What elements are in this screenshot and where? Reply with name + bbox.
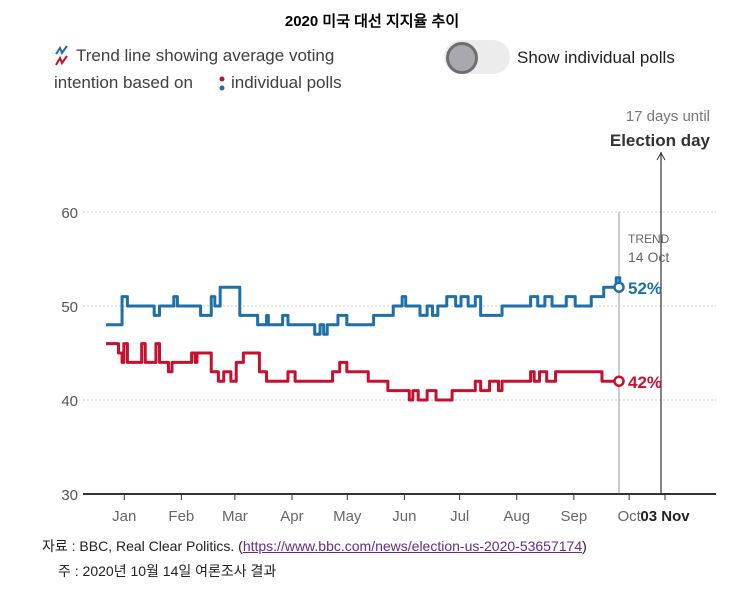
trend-date: 14 Oct [628,249,669,265]
footnote: 주 : 2020년 10월 14일 여론조사 결과 [58,563,277,579]
x-tick-label: Sep [560,508,587,525]
source-suffix: ) [582,538,587,554]
x-tick-label: Jul [450,508,469,525]
x-tick-label: Mar [222,508,248,525]
arrow-up-icon [656,151,666,161]
y-tick-label: 40 [61,393,78,410]
toggle-knob[interactable] [446,42,478,74]
y-tick-label: 30 [61,487,78,504]
end-point-marker [613,281,625,293]
trend-label: TREND [628,232,670,246]
x-tick-label: Jan [112,508,136,525]
x-tick-label: Oct [617,508,641,525]
toggle-label: Show individual polls [517,48,675,67]
source-prefix: 자료 : BBC, Real Clear Politics. ( [42,538,243,554]
trend-line-blue [106,276,622,336]
y-tick-label: 60 [61,205,78,222]
show-polls-toggle[interactable] [444,40,510,74]
end-value-label: 52% [628,279,662,298]
x-tick-label: May [333,508,362,525]
poll-dots-icon [219,76,225,91]
days-until: 17 days until [625,108,710,125]
end-point-marker [613,375,625,387]
legend-line2a: intention based on [54,73,193,92]
legend-line2b: individual polls [231,73,342,92]
source-note: 자료 : BBC, Real Clear Politics. (https://… [42,536,587,556]
x-tick-label: Apr [280,508,303,525]
election-day-label: Election day [609,131,710,150]
x-tick-label: Feb [168,508,194,525]
chart-area: 30 40 50 60 TREND 14 Oct 52% 42% Jan Feb Mar Ap… [61,151,716,525]
end-value-label: 42% [628,373,662,392]
y-tick-label: 50 [61,299,78,316]
x-tick-label: Jun [392,508,416,525]
legend-line1: Trend line showing average voting [76,46,335,65]
trend-line-icon [55,45,68,66]
x-tick-label: 03 Nov [640,508,690,525]
x-tick-label: Aug [503,508,530,525]
chart-title: 2020 미국 대선 지지율 추이 [284,13,460,30]
trend-line-red [106,342,620,402]
source-link[interactable]: https://www.bbc.com/news/election-us-202… [242,538,583,554]
